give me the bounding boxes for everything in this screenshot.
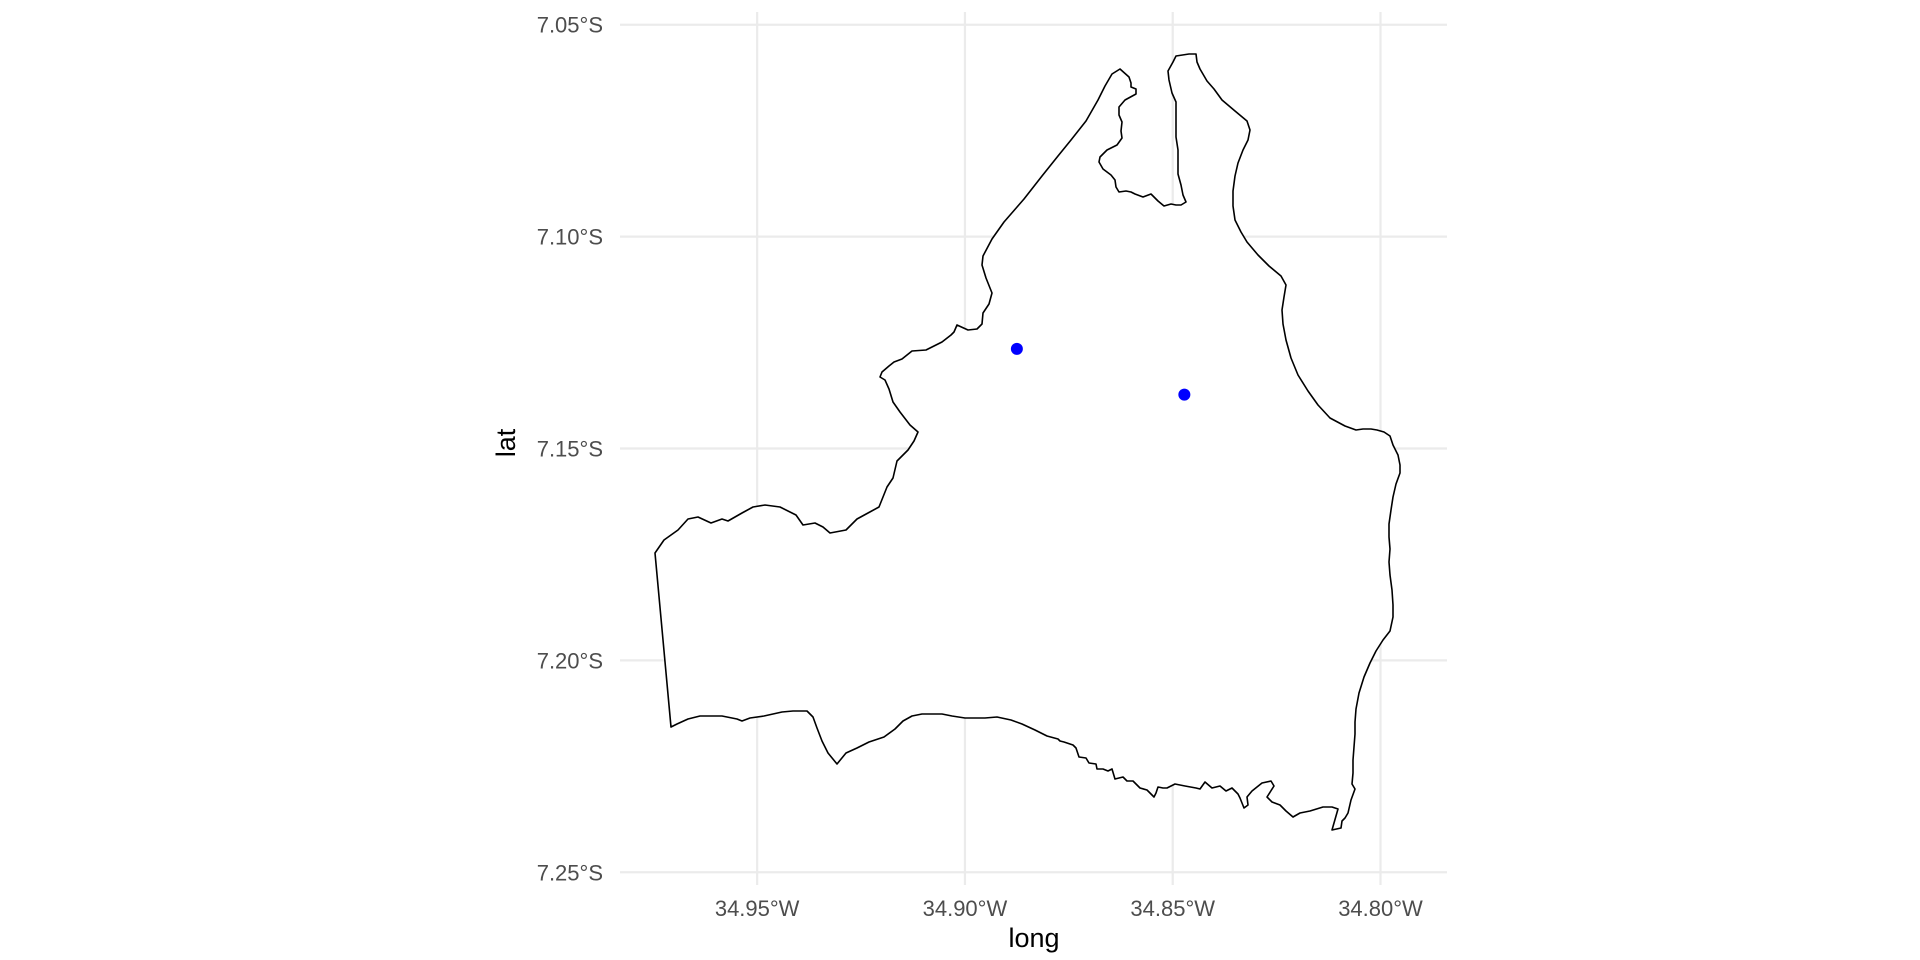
y-axis-title: lat — [491, 428, 521, 457]
y-axis-ticks: 7.05°S 7.10°S 7.15°S 7.20°S 7.25°S — [537, 13, 603, 886]
boundary-outline — [654, 53, 1401, 831]
x-axis-ticks: 34.95°W 34.90°W 34.85°W 34.80°W — [715, 896, 1423, 921]
data-point — [1178, 388, 1191, 401]
x-tick-label: 34.80°W — [1338, 896, 1423, 921]
x-tick-label: 34.95°W — [715, 896, 800, 921]
y-tick-label: 7.05°S — [537, 13, 603, 38]
x-axis-title: long — [1008, 923, 1059, 953]
y-tick-label: 7.20°S — [537, 648, 603, 673]
points-layer — [1010, 342, 1191, 401]
y-tick-label: 7.25°S — [537, 860, 603, 885]
data-point — [1010, 342, 1023, 355]
x-tick-label: 34.85°W — [1130, 896, 1215, 921]
y-tick-label: 7.15°S — [537, 437, 603, 462]
y-tick-label: 7.10°S — [537, 225, 603, 250]
municipality-boundary — [654, 53, 1401, 831]
x-tick-label: 34.90°W — [923, 896, 1008, 921]
